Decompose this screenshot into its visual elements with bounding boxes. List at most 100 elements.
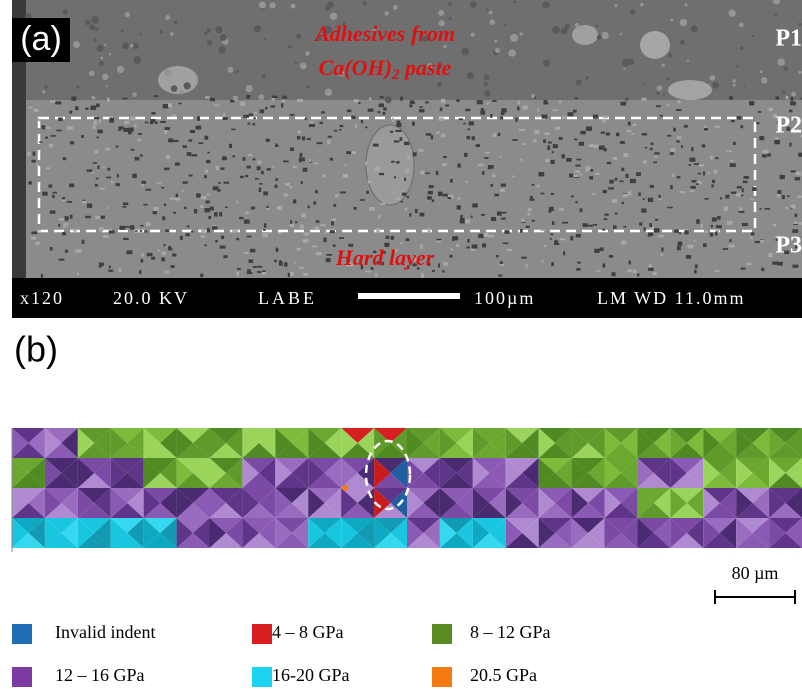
sem-speckle xyxy=(427,227,431,233)
map-cell xyxy=(670,533,704,548)
layer-label: P2 xyxy=(775,113,802,139)
map-cell xyxy=(439,428,473,443)
sem-speckle xyxy=(494,193,500,197)
sem-speckle xyxy=(97,165,100,170)
sem-speckle xyxy=(483,74,490,81)
sem-speckle xyxy=(31,159,36,163)
sem-speckle xyxy=(396,120,401,124)
map-cell xyxy=(374,473,407,488)
sem-speckle xyxy=(742,180,748,184)
map-cell xyxy=(439,518,457,548)
sem-speckle xyxy=(795,244,800,248)
map-cell xyxy=(588,428,605,458)
sem-speckle xyxy=(449,254,453,258)
map-cell xyxy=(28,458,45,488)
sem-speckle xyxy=(254,112,257,115)
sem-speckle xyxy=(351,115,356,120)
sem-speckle xyxy=(472,203,478,208)
sem-speckle xyxy=(283,193,288,197)
map-cell xyxy=(225,458,243,488)
map-cell xyxy=(538,473,572,488)
sem-speckle xyxy=(102,73,109,81)
map-cell xyxy=(12,518,29,548)
map-cell xyxy=(538,488,572,503)
map-cell xyxy=(77,428,95,458)
sem-speckle xyxy=(246,235,252,238)
sem-speckle xyxy=(525,225,530,228)
sem-speckle xyxy=(529,196,534,200)
sem-speckle xyxy=(667,53,673,58)
map-cell xyxy=(555,458,572,488)
map-cell xyxy=(439,443,473,458)
sem-speckle xyxy=(445,104,450,107)
map-cell xyxy=(110,533,144,548)
sem-speckle xyxy=(528,207,532,212)
sem-speckle xyxy=(653,156,658,158)
map-cell xyxy=(127,428,144,458)
sem-speckle xyxy=(420,171,425,175)
sem-speckle xyxy=(52,191,58,194)
sem-speckle xyxy=(739,22,744,28)
map-cell xyxy=(703,503,737,518)
sem-speckle xyxy=(627,58,635,66)
sem-speckle xyxy=(482,171,485,175)
sem-speckle xyxy=(275,247,279,252)
map-cell xyxy=(357,428,375,458)
map-cell xyxy=(110,488,128,518)
sem-speckle xyxy=(704,230,708,233)
sem-speckle xyxy=(342,173,349,178)
sem-speckle xyxy=(603,115,609,118)
sem-speckle xyxy=(406,195,410,199)
sem-speckle xyxy=(95,177,99,180)
sem-speckle xyxy=(294,261,297,264)
sem-speckle xyxy=(652,272,657,276)
map-cell xyxy=(637,488,654,518)
sem-speckle xyxy=(139,270,142,275)
sem-speckle xyxy=(129,43,134,48)
sem-speckle xyxy=(512,175,515,178)
sem-speckle xyxy=(365,161,368,166)
map-cell xyxy=(209,458,243,473)
sem-speckle xyxy=(393,176,397,179)
map-cell xyxy=(291,428,309,458)
sem-speckle xyxy=(362,1,367,6)
sem-speckle xyxy=(333,129,338,132)
sem-speckle xyxy=(605,132,611,136)
sem-speckle xyxy=(314,190,318,194)
sem-speckle xyxy=(306,137,311,140)
map-cell xyxy=(571,428,589,458)
sem-speckle xyxy=(130,116,136,121)
sem-speckle xyxy=(169,197,176,200)
sem-speckle xyxy=(309,121,314,124)
sem-speckle xyxy=(246,165,251,169)
map-cell xyxy=(374,518,407,533)
map-cell xyxy=(489,458,506,488)
sem-speckle xyxy=(263,191,268,196)
sem-speckle xyxy=(164,270,169,274)
sem-speckle xyxy=(465,180,468,183)
map-cell xyxy=(193,428,210,458)
sem-speckle xyxy=(412,263,417,267)
sem-speckle xyxy=(552,26,561,34)
sem-speckle xyxy=(438,263,441,268)
map-cell xyxy=(505,518,539,533)
sem-speckle xyxy=(27,151,31,156)
map-cell xyxy=(28,488,45,518)
map-cell xyxy=(127,458,144,488)
sem-speckle xyxy=(627,269,632,273)
sem-speckle xyxy=(303,232,309,236)
sem-speckle xyxy=(709,232,714,237)
sem-speckle xyxy=(258,187,262,192)
sem-speckle xyxy=(603,148,607,152)
sem-speckle xyxy=(104,43,107,47)
sem-speckle xyxy=(730,159,734,162)
sem-speckle xyxy=(64,216,69,221)
sem-speckle xyxy=(436,81,442,87)
sem-speckle xyxy=(45,136,49,139)
sem-speckle xyxy=(409,213,412,217)
sem-speckle xyxy=(49,246,53,251)
map-cell xyxy=(308,428,342,443)
sem-speckle xyxy=(263,223,267,228)
sem-speckle xyxy=(522,105,528,110)
map-cell xyxy=(110,428,128,458)
